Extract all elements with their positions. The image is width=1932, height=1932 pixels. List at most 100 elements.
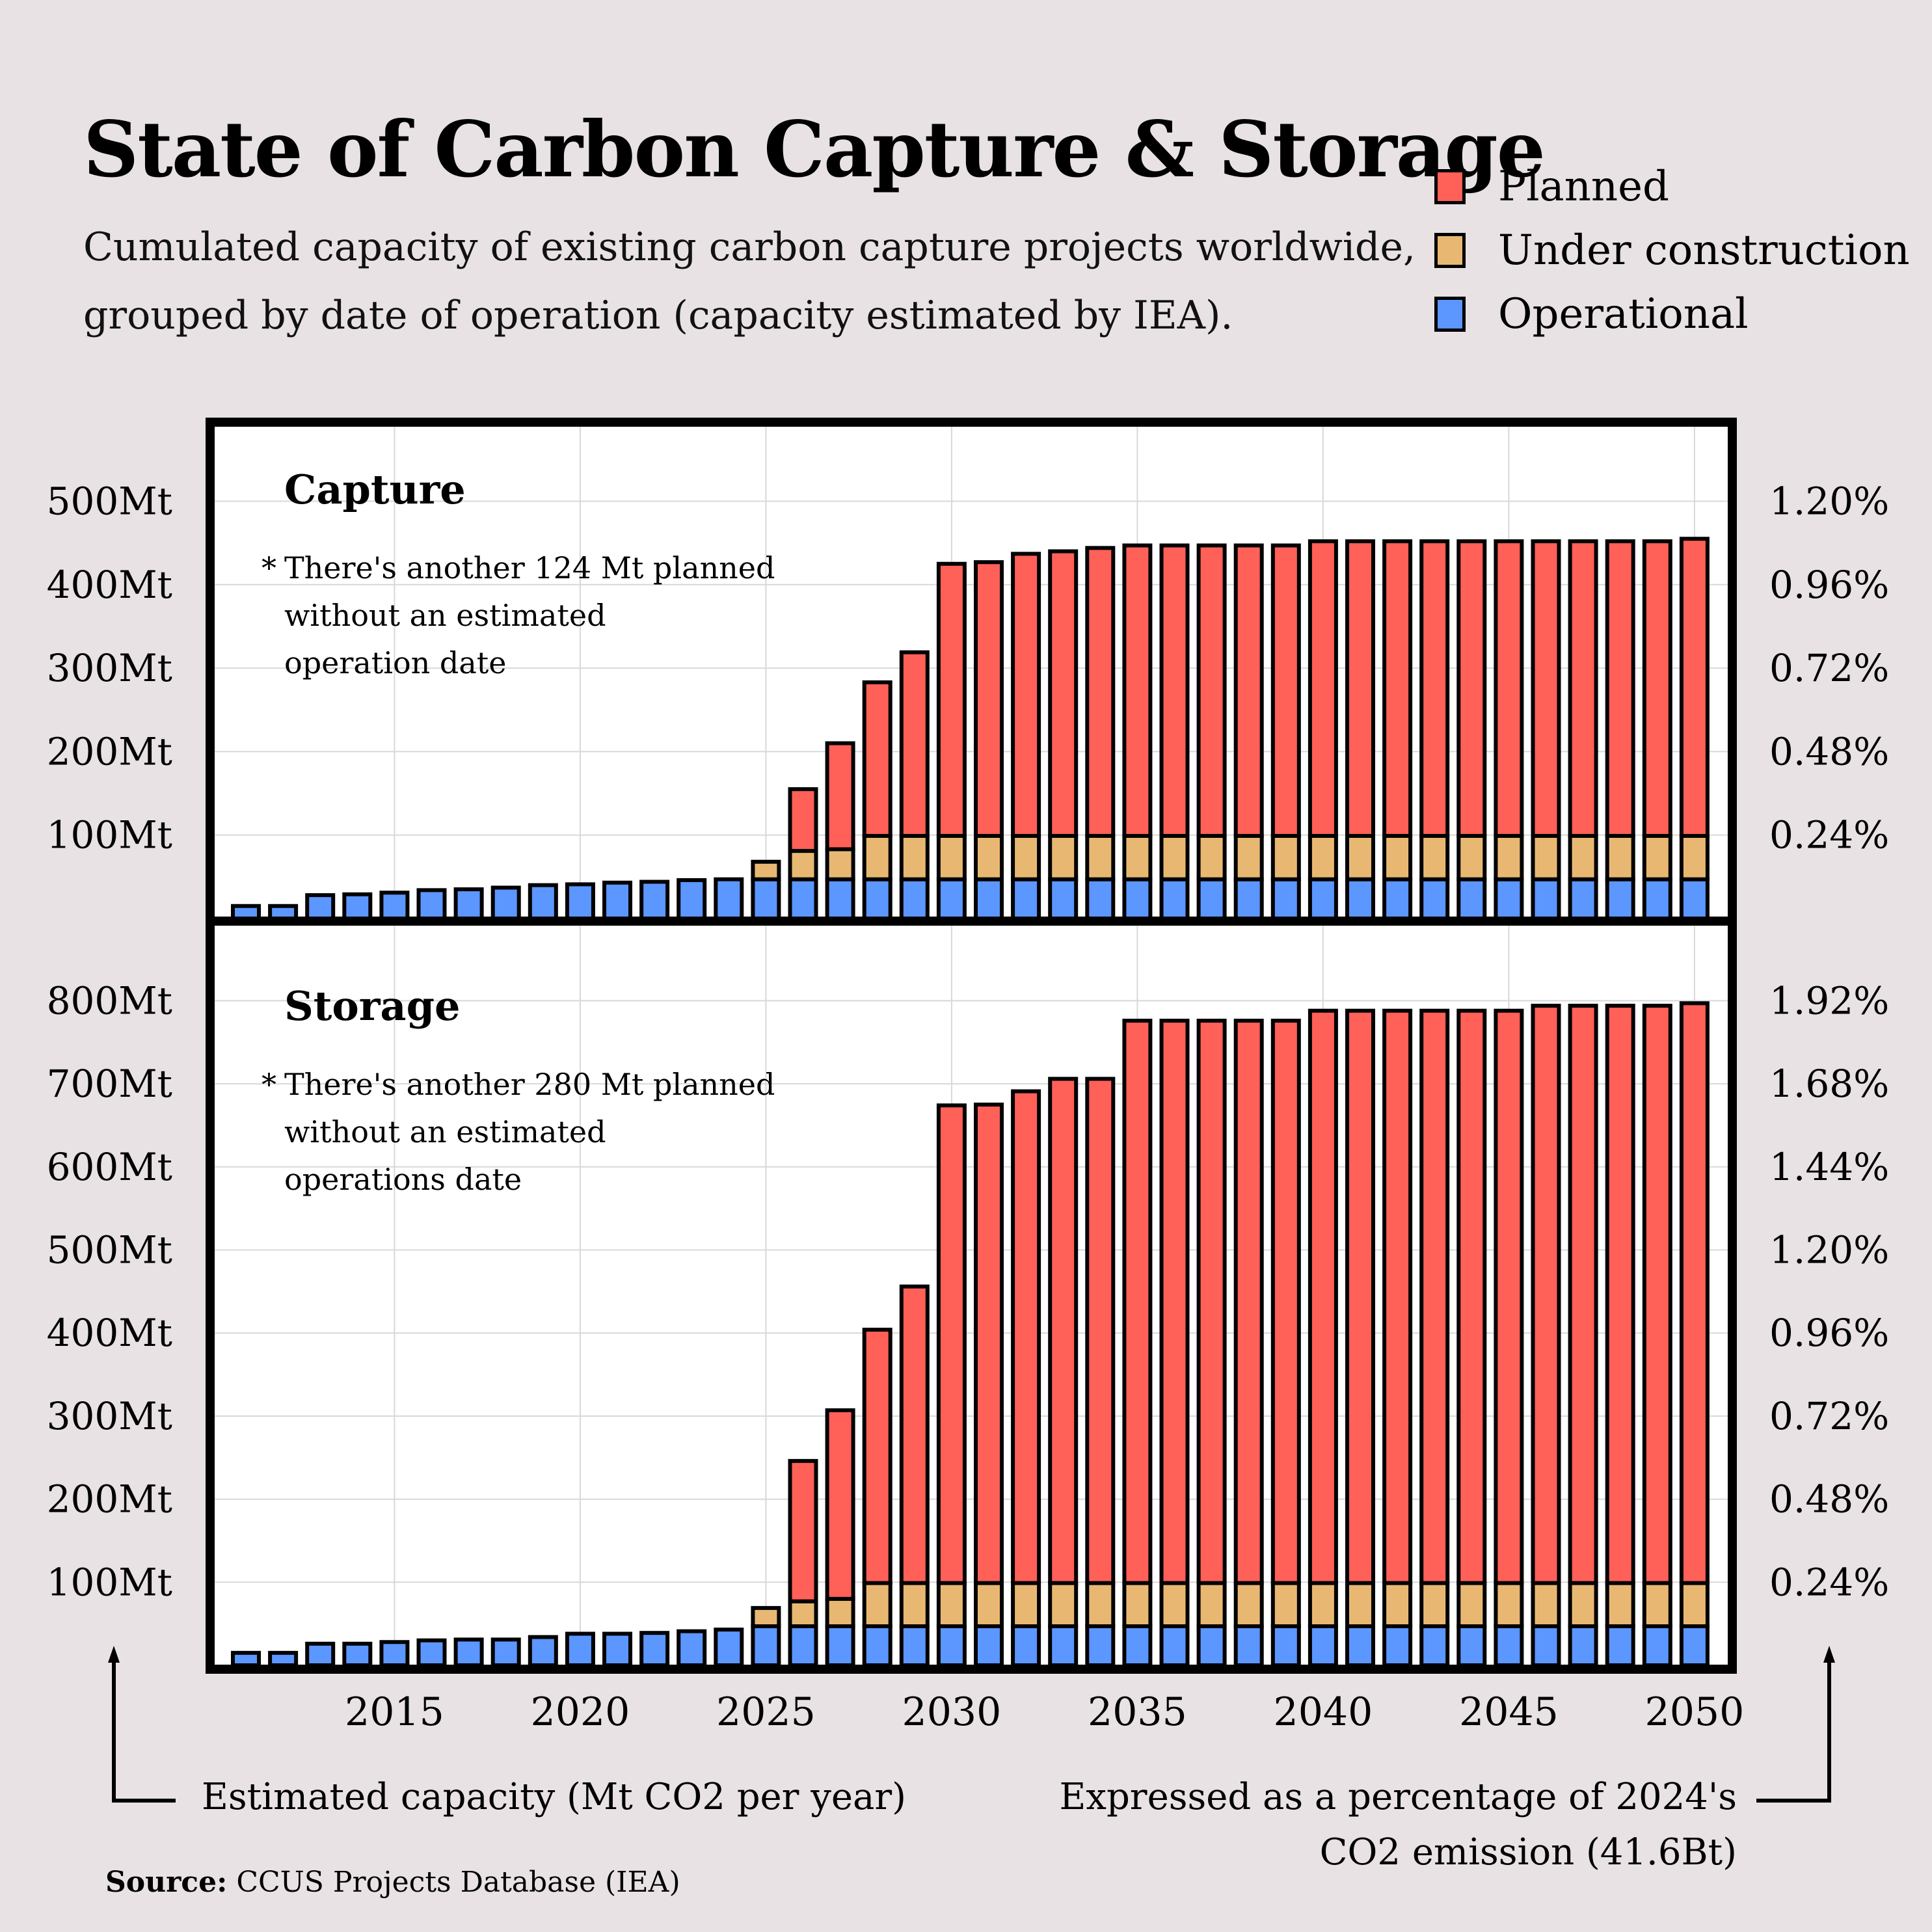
bar-segment-operational <box>1233 1624 1264 1667</box>
y-tick-label-left: 300Mt <box>47 1394 172 1438</box>
x-tick-label: 2030 <box>902 1689 1002 1735</box>
bar-segment-planned <box>1011 1089 1041 1585</box>
source-value: CCUS Projects Database (IEA) <box>236 1866 680 1899</box>
bar-segment-under-construction <box>1233 1581 1264 1628</box>
bar-segment-operational <box>342 1641 373 1668</box>
chart-frame <box>206 418 1737 1674</box>
bar-segment-operational <box>1382 877 1413 920</box>
bar-segment-operational <box>1382 1624 1413 1667</box>
bar-segment-planned <box>788 787 818 853</box>
bar-segment-planned <box>862 680 892 838</box>
bar-segment-under-construction <box>1419 1581 1450 1628</box>
bar-segment-operational <box>1159 1624 1190 1667</box>
bar-segment-under-construction <box>788 1599 818 1628</box>
bar-segment-planned <box>1605 1004 1635 1585</box>
bar-segment-planned <box>1679 1001 1710 1585</box>
bar-segment-operational <box>1531 1624 1561 1667</box>
y-tick-label-right: 0.96% <box>1769 1311 1889 1355</box>
bar-segment-operational <box>1642 877 1672 920</box>
bar-segment-operational <box>1494 877 1524 920</box>
bar-segment-under-construction <box>1382 1581 1413 1628</box>
bar-segment-under-construction <box>1270 1581 1301 1628</box>
bar-segment-planned <box>1642 539 1672 838</box>
bar-segment-operational <box>639 1631 670 1668</box>
bar-segment-planned <box>1122 543 1153 838</box>
y-tick-label-right: 1.68% <box>1769 1062 1889 1106</box>
legend-swatch-operational <box>1434 297 1466 332</box>
annotation-line: There's another 124 Mt planned <box>284 550 775 585</box>
bar-segment-operational <box>1196 877 1227 920</box>
bar-segment-planned <box>1642 1004 1672 1585</box>
bar-segment-operational <box>1494 1624 1524 1667</box>
bar-segment-operational <box>1270 877 1301 920</box>
y-tick-label-left: 100Mt <box>47 813 172 857</box>
y-tick-label-right: 1.44% <box>1769 1145 1889 1189</box>
annotation-marker: * <box>262 550 276 585</box>
legend-swatch-under-construction <box>1434 233 1466 268</box>
bar-segment-planned <box>1196 543 1227 838</box>
left-axis-note: Estimated capacity (Mt CO2 per year) <box>202 1776 907 1818</box>
bar-segment-under-construction <box>936 833 967 881</box>
storage-panel: 100Mt 0.24% 200Mt 0.48% 300Mt 0.72% 400Mt 0.96%… <box>47 926 1889 1668</box>
annotation-line: operations date <box>284 1162 522 1197</box>
y-tick-label-left: 300Mt <box>47 646 172 690</box>
y-tick-label-right: 1.20% <box>1769 1228 1889 1272</box>
bar-segment-under-construction <box>825 1596 855 1628</box>
bar-segment-planned <box>1419 539 1450 838</box>
bar-segment-under-construction <box>1159 1581 1190 1628</box>
bar-segment-under-construction <box>862 1581 892 1628</box>
bar-segment-planned <box>1494 1008 1524 1585</box>
bar-segment-planned <box>936 1103 967 1585</box>
bar-segment-planned <box>1196 1019 1227 1585</box>
bar-segment-operational <box>751 877 781 920</box>
bar-segment-under-construction <box>1494 833 1524 881</box>
x-tick-label: 2035 <box>1088 1689 1187 1735</box>
legend-item-planned: Planned <box>1434 163 1669 211</box>
legend-label-operational: Operational <box>1498 290 1749 338</box>
bar-segment-under-construction <box>1048 1581 1079 1628</box>
bar-segment-operational <box>788 877 818 920</box>
bar-segment-operational <box>862 1624 892 1667</box>
bar-segment-under-construction <box>862 833 892 881</box>
bar-segment-under-construction <box>1308 833 1338 881</box>
right-axis-note-line-2: CO2 emission (41.6Bt) <box>1319 1831 1737 1873</box>
bar-segment-planned <box>1568 539 1598 838</box>
right-axis-note-line-1: Expressed as a percentage of 2024's <box>1059 1776 1737 1818</box>
bar-segment-operational <box>528 1635 558 1668</box>
subtitle-line-1: Cumulated capacity of existing carbon ca… <box>83 224 1416 270</box>
bar-segment-operational <box>899 1624 930 1667</box>
bar-segment-operational <box>788 1624 818 1667</box>
capture-panel: 100Mt 0.24% 200Mt 0.48% 300Mt 0.72% 400Mt 0.96%… <box>47 427 1889 921</box>
bar-segment-under-construction <box>1605 833 1635 881</box>
legend-swatch-planned <box>1434 169 1466 204</box>
bar-segment-under-construction <box>1048 833 1079 881</box>
right-arrowhead-icon <box>1823 1646 1835 1663</box>
y-tick-label-right: 0.72% <box>1769 646 1889 690</box>
bar-segment-under-construction <box>751 1605 781 1628</box>
bar-segment-under-construction <box>1345 1581 1375 1628</box>
bar-segment-operational <box>1085 877 1116 920</box>
bar-segment-under-construction <box>899 1581 930 1628</box>
bar-segment-under-construction <box>1159 833 1190 881</box>
bar-segment-planned <box>1531 1004 1561 1585</box>
bar-segment-operational <box>1270 1624 1301 1667</box>
bar-segment-planned <box>974 1103 1004 1585</box>
bar-segment-planned <box>899 1284 930 1585</box>
bar-segment-operational <box>639 879 670 920</box>
bar-segment-under-construction <box>1011 1581 1041 1628</box>
bar-segment-under-construction <box>825 847 855 881</box>
bar-segment-operational <box>974 877 1004 920</box>
bar-segment-under-construction <box>1085 1581 1116 1628</box>
bar-segment-operational <box>1345 877 1375 920</box>
x-tick-label: 2025 <box>716 1689 816 1735</box>
bar-segment-planned <box>974 560 1004 838</box>
bar-segment-operational <box>1196 1624 1227 1667</box>
bar-segment-planned <box>1531 539 1561 838</box>
bar-segment-operational <box>565 1631 595 1668</box>
bar-segment-under-construction <box>1642 1581 1672 1628</box>
y-tick-label-right: 0.24% <box>1769 1560 1889 1604</box>
bar-segment-operational <box>565 882 595 920</box>
chart-title: State of Carbon Capture & Storage <box>83 104 1546 195</box>
x-tick-label: 2040 <box>1274 1689 1373 1735</box>
